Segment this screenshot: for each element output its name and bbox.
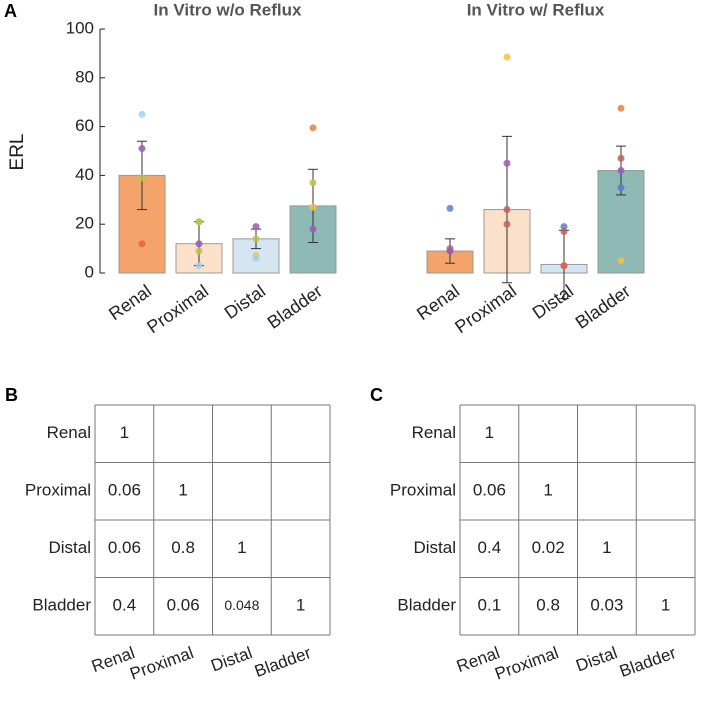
row-label: Proximal <box>390 481 456 500</box>
data-point <box>503 206 511 214</box>
data-point <box>560 228 568 236</box>
data-point <box>617 104 625 112</box>
row-label: Distal <box>413 538 456 557</box>
y-axis-label: ERL <box>7 134 28 171</box>
data-point <box>195 240 203 248</box>
table-cell: 1 <box>120 423 129 442</box>
data-point <box>138 145 146 153</box>
col-label: Distal <box>208 643 254 675</box>
data-point <box>309 124 317 132</box>
table-cell: 1 <box>237 538 246 557</box>
data-point <box>503 53 511 61</box>
data-point <box>560 262 568 270</box>
col-label: Proximal <box>127 643 196 683</box>
data-point <box>309 225 317 233</box>
data-point <box>617 154 625 162</box>
x-tick-label: Proximal <box>143 281 212 338</box>
y-tick-label: 100 <box>66 18 94 37</box>
table-cell: 0.4 <box>478 538 502 557</box>
table-cell: 0.8 <box>536 596 560 615</box>
table-cell: 1 <box>178 481 187 500</box>
row-label: Renal <box>47 423 91 442</box>
table-cell: 1 <box>543 481 552 500</box>
col-label: Proximal <box>492 643 561 683</box>
data-point <box>195 218 203 226</box>
y-tick-label: 20 <box>75 214 94 233</box>
data-point <box>560 223 568 231</box>
row-label: Bladder <box>32 596 91 615</box>
x-tick-label: Bladder <box>264 281 326 333</box>
table-cell: 0.06 <box>473 481 506 500</box>
x-tick-label: Distal <box>221 281 269 323</box>
col-label: Bladder <box>617 643 679 681</box>
data-point <box>138 240 146 248</box>
chart-title: In Vitro w/o Reflux <box>154 0 303 19</box>
row-label: Proximal <box>25 481 91 500</box>
data-point <box>252 254 260 262</box>
data-point <box>138 110 146 118</box>
table-cell: 1 <box>296 596 305 615</box>
data-point <box>252 235 260 243</box>
y-tick-label: 40 <box>75 165 94 184</box>
data-point <box>617 257 625 265</box>
panel-label: B <box>5 385 18 405</box>
data-point <box>617 184 625 192</box>
col-label: Distal <box>573 643 619 675</box>
data-point <box>503 159 511 167</box>
table-cell: 0.8 <box>171 538 195 557</box>
table-cell: 1 <box>485 423 494 442</box>
chart-title: In Vitro w/ Reflux <box>467 0 605 19</box>
table-cell: 0.4 <box>113 596 137 615</box>
y-tick-label: 80 <box>75 67 94 86</box>
data-point <box>195 262 203 270</box>
data-point <box>309 203 317 211</box>
table-cell: 1 <box>602 538 611 557</box>
data-point <box>138 174 146 182</box>
table-cell: 0.03 <box>590 596 623 615</box>
data-point <box>252 223 260 231</box>
table-cell: 0.1 <box>478 596 502 615</box>
table-cell: 0.06 <box>167 596 200 615</box>
x-tick-label: Bladder <box>572 281 634 333</box>
data-point <box>503 220 511 228</box>
data-point <box>195 247 203 255</box>
row-label: Renal <box>412 423 456 442</box>
data-point <box>446 204 454 212</box>
table-cell: 0.02 <box>532 538 565 557</box>
x-tick-label: Proximal <box>451 281 520 338</box>
x-tick-label: Distal <box>529 281 577 323</box>
data-point <box>309 179 317 187</box>
table-cell: 1 <box>661 596 670 615</box>
y-tick-label: 0 <box>85 262 94 281</box>
data-point <box>446 247 454 255</box>
y-tick-label: 60 <box>75 116 94 135</box>
panel-label: C <box>370 385 383 405</box>
row-label: Bladder <box>397 596 456 615</box>
row-label: Distal <box>48 538 91 557</box>
table-cell: 0.06 <box>108 481 141 500</box>
col-label: Bladder <box>252 643 314 681</box>
table-cell: 0.06 <box>108 538 141 557</box>
panel-label: A <box>4 1 17 21</box>
table-cell: 0.048 <box>224 597 259 613</box>
data-point <box>617 167 625 175</box>
